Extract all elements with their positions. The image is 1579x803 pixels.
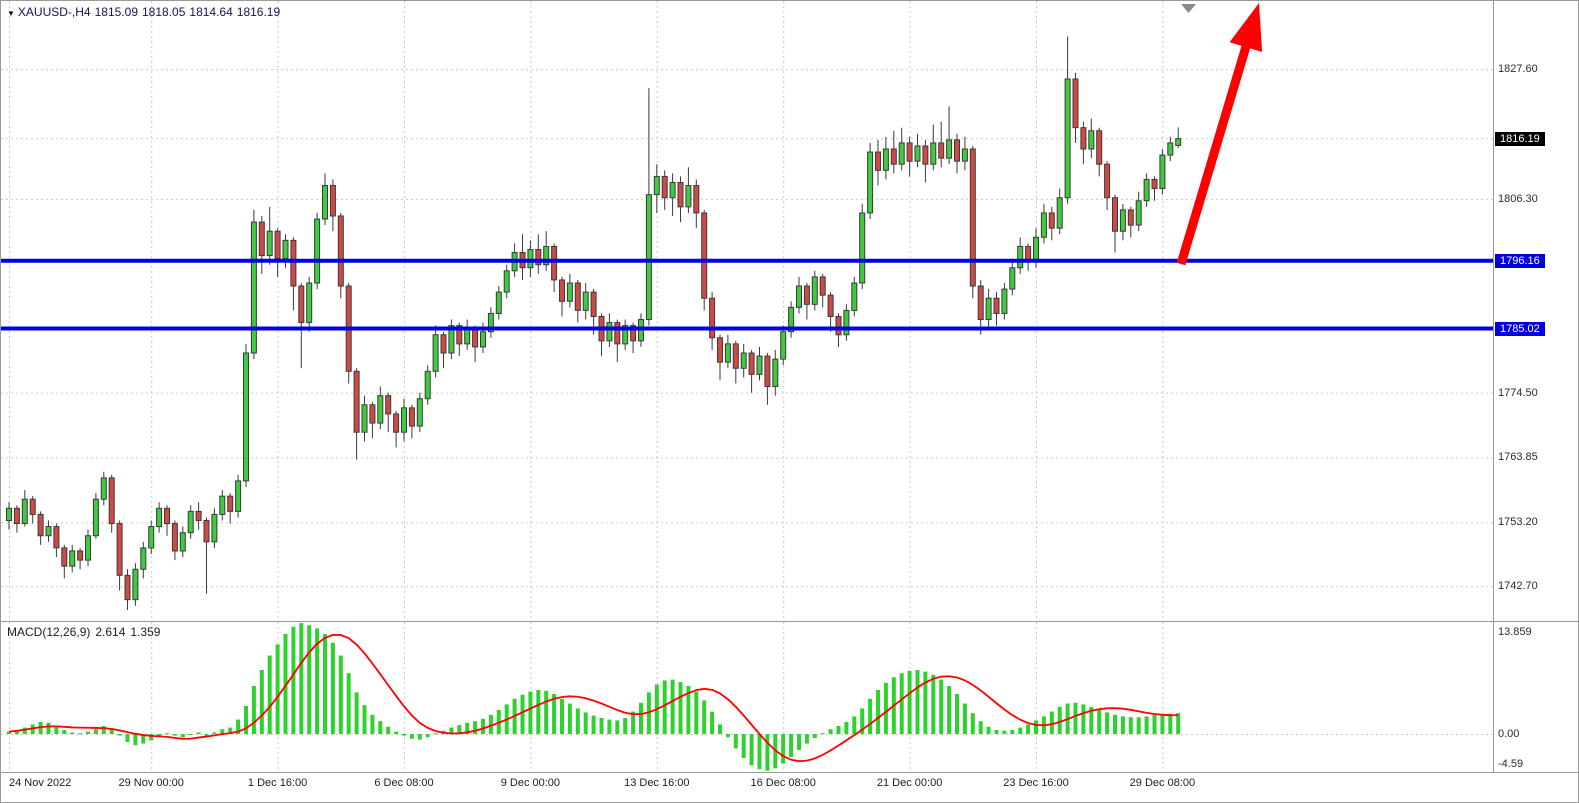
macd-name: MACD(12,26,9) [7,625,91,639]
price-axis-label: 1753.20 [1498,516,1538,529]
trend-arrow-head[interactable] [1229,3,1263,52]
title-symbol: XAUUSD-,H4 [17,5,91,19]
time-axis-label: 16 Dec 08:00 [750,777,816,789]
collapse-arrow-icon[interactable]: ▼ [7,9,15,18]
macd-panel-canvas[interactable] [1,622,1493,772]
current-price-label: 1816.19 [1495,131,1545,146]
top-marker-icon [1181,4,1196,13]
axis-separator [1,772,1578,773]
chart-ohlc-title: ▼ XAUUSD-,H4 1815.09 1818.05 1814.64 1816.19 [7,5,284,19]
price-axis[interactable]: 1827.60 1806.30 1774.50 1763.85 1753.20 1742.… [1494,1,1578,772]
time-axis-label: 6 Dec 08:00 [374,777,434,789]
macd-signal-line [8,634,1179,763]
price-axis-label: 1774.50 [1498,386,1538,399]
level-price-label: 1785.02 [1495,321,1545,336]
time-axis-label: 23 Dec 16:00 [1003,777,1069,789]
price-axis-separator [1493,1,1494,772]
macd-axis-label: 13.859 [1498,626,1532,638]
price-axis-label: 1742.70 [1498,580,1538,593]
time-axis-label: 9 Dec 00:00 [500,777,561,789]
time-axis-label: 21 Dec 00:00 [876,777,943,789]
macd-main-value: 2.614 [95,625,126,639]
macd-axis-label: -4.59 [1498,758,1524,770]
title-high: 1818.05 [142,5,186,19]
time-axis-label: 29 Dec 08:00 [1129,777,1196,789]
candlestick-series [6,36,1182,611]
title-open: 1815.09 [94,5,138,19]
time-axis[interactable]: 24 Nov 2022 29 Nov 00:00 1 Dec 16:00 6 Dec … [1,775,1493,801]
title-low: 1814.64 [189,5,233,19]
macd-signal-value: 1.359 [130,625,161,639]
price-axis-label: 1827.60 [1498,63,1538,76]
price-axis-label: 1806.30 [1498,192,1538,205]
macd-grid [1,622,1493,772]
trend-arrow-shaft[interactable] [1176,45,1251,266]
grid [1,1,1493,621]
price-chart-canvas[interactable] [1,1,1493,621]
level-price-label: 1796.16 [1495,253,1545,268]
macd-indicator-label: MACD(12,26,9) 2.614 1.359 [7,625,165,639]
time-axis-label: 24 Nov 2022 [9,777,72,789]
time-axis-label: 1 Dec 16:00 [247,777,308,789]
time-axis-label: 13 Dec 16:00 [624,777,690,789]
title-close: 1816.19 [236,5,281,19]
time-axis-label: 29 Nov 00:00 [118,777,184,789]
macd-histogram [7,623,1181,771]
price-axis-label: 1763.85 [1498,451,1538,464]
panel-separator [1,621,1578,622]
macd-axis-label: 0.00 [1498,728,1520,740]
